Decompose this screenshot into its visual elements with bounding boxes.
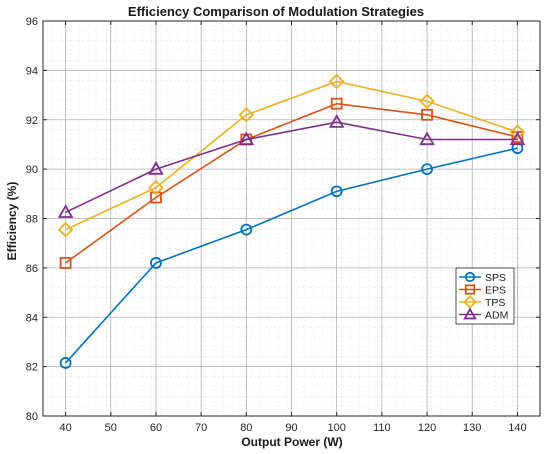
- legend-marker: [464, 271, 476, 283]
- x-tick-label: 80: [240, 422, 252, 434]
- data-point: [328, 114, 345, 128]
- y-tick-label: 88: [26, 214, 38, 226]
- data-point: [330, 97, 343, 110]
- series-group: [57, 73, 526, 369]
- y-tick-label: 94: [26, 65, 38, 77]
- x-tick-label: 90: [285, 422, 297, 434]
- data-point: [59, 357, 72, 369]
- data-point: [238, 107, 255, 123]
- y-tick-label: 92: [26, 115, 38, 127]
- data-point: [57, 221, 74, 238]
- legend-label: SPS: [485, 272, 506, 284]
- series-line: [65, 121, 518, 214]
- y-axis-label: Efficiency (%): [5, 182, 19, 261]
- legend-label: EPS: [485, 284, 506, 296]
- data-point: [59, 257, 72, 269]
- data-point: [238, 131, 255, 146]
- x-tick-label: 110: [373, 422, 391, 434]
- x-tick-label: 40: [59, 422, 71, 434]
- legend-marker: [464, 284, 476, 295]
- x-tick-label: 140: [508, 422, 526, 434]
- x-tick-label: 50: [105, 422, 117, 434]
- legend-entry: EPS: [459, 284, 506, 296]
- x-tick-label: 70: [195, 422, 207, 434]
- data-point: [328, 73, 345, 90]
- data-point: [419, 93, 435, 110]
- legend-label: ADM: [485, 309, 508, 321]
- legend-marker: [463, 307, 477, 320]
- data-point: [421, 108, 433, 121]
- legend-entry: TPS: [459, 295, 505, 309]
- x-axis-label: Output Power (W): [241, 435, 342, 449]
- data-point: [150, 191, 162, 204]
- x-tick-label: 60: [150, 422, 162, 434]
- data-point: [148, 179, 164, 196]
- series-line: [64, 147, 518, 364]
- data-point: [240, 223, 253, 236]
- series-eps: [59, 97, 524, 269]
- y-tick-label: 96: [26, 16, 38, 28]
- series-line: [65, 80, 518, 231]
- legend-entry: ADM: [459, 307, 508, 321]
- grid: [42, 20, 541, 417]
- chart-title: Efficiency Comparison of Modulation Stra…: [128, 4, 424, 19]
- data-point: [150, 257, 162, 269]
- data-point: [148, 161, 164, 175]
- y-tick-label: 86: [26, 263, 38, 275]
- legend-entry: SPS: [459, 272, 506, 284]
- series-line: [65, 102, 518, 264]
- y-tick-label: 82: [26, 362, 38, 374]
- y-tick-label: 84: [26, 312, 38, 324]
- data-point: [509, 124, 526, 140]
- data-point: [511, 142, 524, 155]
- data-point: [509, 131, 526, 146]
- series-adm: [57, 114, 526, 218]
- legend-label: TPS: [485, 297, 505, 309]
- data-point: [57, 204, 74, 218]
- data-point: [330, 185, 343, 198]
- series-tps: [57, 73, 526, 238]
- data-point: [421, 163, 433, 176]
- data-point: [419, 131, 435, 146]
- axes: 40 50 60 70 80 90 100 110 120 130 140 80 82 84 86 88 90 9…: [26, 16, 541, 434]
- series-sps: [59, 142, 524, 369]
- y-tick-label: 90: [26, 164, 38, 176]
- x-tick-label: 120: [418, 422, 436, 434]
- x-tick-label: 130: [463, 422, 481, 434]
- y-tick-label: 80: [26, 411, 38, 423]
- x-tick-label: 100: [328, 422, 346, 434]
